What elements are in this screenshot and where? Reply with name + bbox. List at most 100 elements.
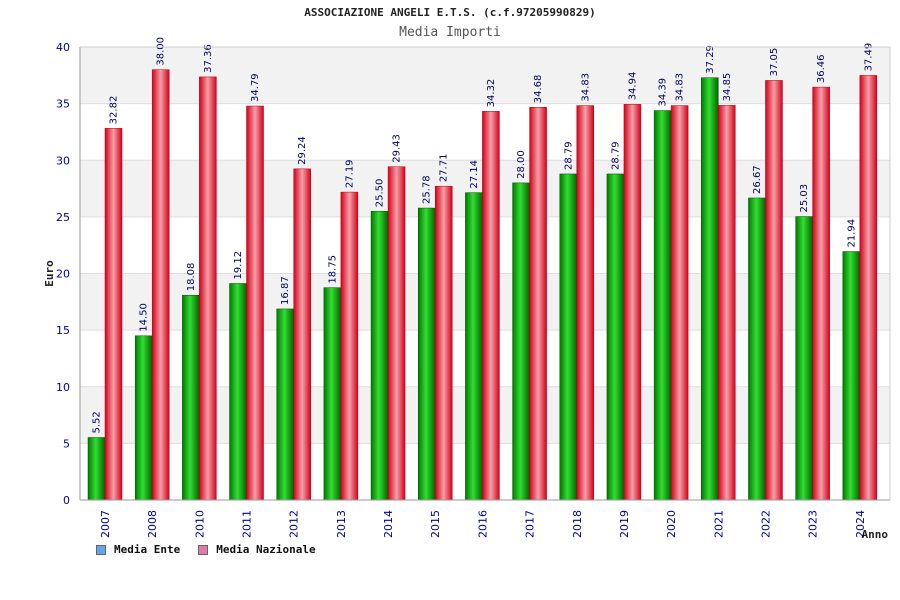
data-label-media-ente: 18.08 [186,263,197,292]
data-label-media-ente: 28.00 [516,150,527,179]
data-label-media-ente: 14.50 [139,303,150,332]
data-label-media-nazionale: 34.83 [675,73,686,102]
bar-media-nazionale [765,80,783,501]
x-tick-label: 2021 [712,510,725,538]
data-label-media-nazionale: 37.05 [769,48,780,77]
x-tick-label: 2024 [854,510,867,538]
data-label-media-ente: 28.79 [563,141,574,170]
data-label-media-ente: 5.52 [92,411,103,433]
bar-media-ente [653,110,672,501]
bars [87,69,878,501]
data-label-media-ente: 25.03 [799,184,810,213]
data-label-media-nazionale: 34.85 [722,73,733,102]
bar-media-ente [417,207,436,501]
bar-media-ente [370,210,389,501]
y-tick-label: 15 [56,324,70,337]
x-tick-label: 2020 [665,510,678,538]
y-tick-label: 35 [56,98,70,111]
data-label-media-ente: 25.78 [422,175,433,204]
bar-media-nazionale [576,105,595,501]
data-label-media-nazionale: 29.24 [297,136,308,165]
x-tick-label: 2011 [241,510,254,538]
axes: 0 5 10 15 20 25 30 35 40 Euro Anno 2007 2008 2010 2011… [43,41,891,541]
bar-media-ente [323,287,342,501]
bar-media-ente [276,308,294,501]
data-label-media-nazionale: 37.49 [863,43,874,72]
x-axis-title: Anno [862,528,889,541]
x-tick-label: 2019 [618,510,631,538]
bar-media-nazionale [104,128,123,501]
bar-media-nazionale [718,105,736,501]
data-label-media-nazionale: 32.82 [109,96,120,125]
bar-media-ente [748,197,766,501]
data-labels: 5.52 32.82 14.50 38.00 18.08 37.36 19.12 34.79 1… [92,37,875,433]
y-tick-label: 0 [63,494,70,507]
data-label-media-nazionale: 27.71 [439,154,450,183]
bar-media-ente [701,77,719,501]
bar-media-ente [182,294,200,501]
data-label-media-nazionale: 34.79 [250,73,261,102]
data-label-media-nazionale: 38.00 [156,37,167,66]
data-label-media-ente: 16.87 [280,276,291,305]
data-label-media-nazionale: 36.46 [816,54,827,83]
x-tick-label: 2008 [146,510,159,538]
bar-media-nazionale [151,69,170,501]
x-tick-label: 2016 [476,510,489,538]
bar-media-nazionale [199,76,217,501]
y-tick-label: 25 [56,211,70,224]
x-tick-label: 2018 [571,510,584,538]
data-label-media-nazionale: 34.32 [486,79,497,108]
data-label-media-nazionale: 34.83 [580,73,591,102]
bar-media-nazionale [293,168,311,501]
bar-media-nazionale [434,185,453,501]
bar-media-ente [465,192,483,501]
bar-media-ente [229,283,247,501]
bar-media-nazionale [859,75,878,501]
x-tick-label: 2010 [193,510,206,538]
data-label-media-ente: 21.94 [846,219,857,248]
y-tick-label: 20 [56,268,70,281]
x-tick-label: 2023 [807,510,820,538]
legend-swatch-media-nazionale [198,544,209,555]
x-tick-label: 2007 [99,510,112,538]
y-axis-title: Euro [43,260,56,287]
chart-subtitle: Media Importi [399,25,501,40]
x-tick-label: 2017 [524,510,537,538]
x-tick-label: 2022 [759,510,772,538]
legend-label-media-nazionale: Media Nazionale [216,543,316,556]
x-tick-label: 2014 [382,510,395,538]
bar-media-nazionale [246,105,264,501]
data-label-media-ente: 27.14 [469,160,480,189]
legend-swatch-media-ente [96,544,106,555]
data-label-media-ente: 37.29 [705,45,716,74]
data-label-media-ente: 26.67 [752,165,763,194]
data-label-media-ente: 19.12 [233,251,244,280]
y-tick-label: 40 [56,41,70,54]
bar-media-ente [606,173,625,501]
legend-label-media-ente: Media Ente [114,543,181,556]
bar-media-nazionale [623,104,642,501]
data-label-media-ente: 28.79 [610,141,621,170]
chart-title: ASSOCIAZIONE ANGELI E.T.S. (c.f.97205990… [304,6,596,19]
data-label-media-nazionale: 34.94 [627,72,638,101]
bar-media-ente [87,437,106,501]
data-label-media-ente: 34.39 [658,78,669,107]
data-label-media-ente: 18.75 [327,255,338,284]
data-label-media-ente: 25.50 [375,179,386,208]
bar-media-ente [134,335,153,501]
legend: Media Ente Media Nazionale [96,543,316,556]
bar-media-nazionale [670,105,689,501]
data-label-media-nazionale: 29.43 [392,134,403,163]
x-tick-label: 2015 [429,510,442,538]
x-tick-label: 2013 [335,510,348,538]
data-label-media-nazionale: 37.36 [203,44,214,73]
data-label-media-nazionale: 34.68 [533,75,544,104]
bar-media-ente [795,216,813,501]
legend-item-media-ente: Media Ente [96,543,180,556]
bar-media-nazionale [529,106,547,501]
bar-media-nazionale [387,166,406,501]
bar-media-nazionale [340,191,359,501]
data-label-media-nazionale: 27.19 [344,159,355,188]
x-tick-label: 2012 [288,510,301,538]
